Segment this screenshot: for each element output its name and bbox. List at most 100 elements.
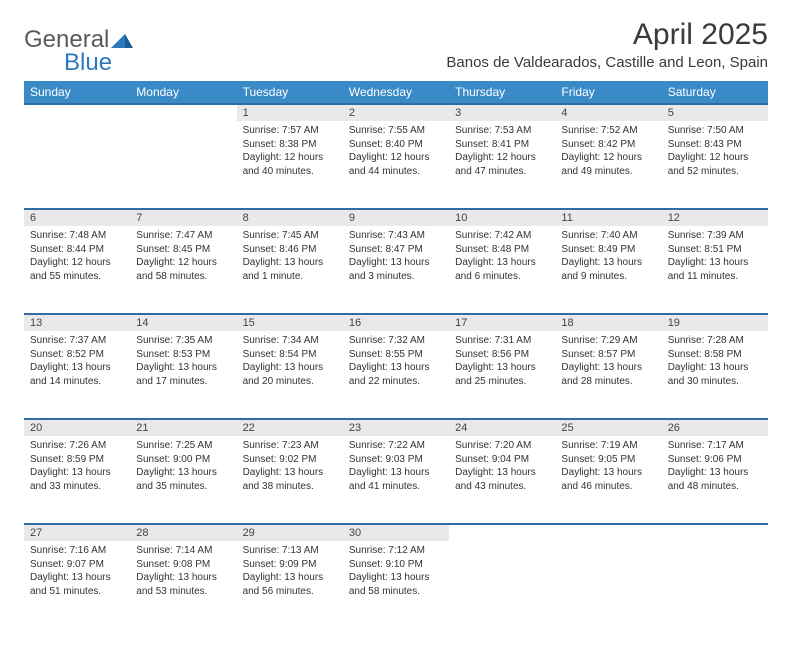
daylight-line: Daylight: 13 hours and 43 minutes. bbox=[455, 466, 549, 493]
sunrise-line: Sunrise: 7:20 AM bbox=[455, 439, 549, 453]
week-daynum-row: 12345 bbox=[24, 104, 768, 121]
sunrise-line: Sunrise: 7:47 AM bbox=[136, 229, 230, 243]
sunset-line: Sunset: 8:57 PM bbox=[561, 348, 655, 362]
day-cell: Sunrise: 7:40 AMSunset: 8:49 PMDaylight:… bbox=[555, 226, 661, 314]
day-number: 3 bbox=[449, 104, 555, 121]
week-content-row: Sunrise: 7:16 AMSunset: 9:07 PMDaylight:… bbox=[24, 541, 768, 629]
title-block: April 2025 Banos de Valdearados, Castill… bbox=[24, 18, 768, 71]
day-cell: Sunrise: 7:31 AMSunset: 8:56 PMDaylight:… bbox=[449, 331, 555, 419]
day-number: 19 bbox=[662, 314, 768, 331]
daylight-line: Daylight: 13 hours and 41 minutes. bbox=[349, 466, 443, 493]
weekday-header: Monday bbox=[130, 81, 236, 104]
day-cell: Sunrise: 7:43 AMSunset: 8:47 PMDaylight:… bbox=[343, 226, 449, 314]
day-number: 17 bbox=[449, 314, 555, 331]
day-cell: Sunrise: 7:26 AMSunset: 8:59 PMDaylight:… bbox=[24, 436, 130, 524]
sunrise-line: Sunrise: 7:25 AM bbox=[136, 439, 230, 453]
empty-cell-head bbox=[555, 524, 661, 541]
sunrise-line: Sunrise: 7:13 AM bbox=[243, 544, 337, 558]
week-daynum-row: 27282930 bbox=[24, 524, 768, 541]
empty-cell-head bbox=[449, 524, 555, 541]
day-number: 18 bbox=[555, 314, 661, 331]
calendar-body: 12345Sunrise: 7:57 AMSunset: 8:38 PMDayl… bbox=[24, 104, 768, 629]
logo-icon bbox=[111, 27, 133, 55]
sunrise-line: Sunrise: 7:14 AM bbox=[136, 544, 230, 558]
empty-cell-head bbox=[24, 104, 130, 121]
sunrise-line: Sunrise: 7:12 AM bbox=[349, 544, 443, 558]
sunrise-line: Sunrise: 7:29 AM bbox=[561, 334, 655, 348]
sunrise-line: Sunrise: 7:34 AM bbox=[243, 334, 337, 348]
sunset-line: Sunset: 8:42 PM bbox=[561, 138, 655, 152]
day-number: 23 bbox=[343, 419, 449, 436]
day-number: 10 bbox=[449, 209, 555, 226]
daylight-line: Daylight: 12 hours and 52 minutes. bbox=[668, 151, 762, 178]
day-number: 11 bbox=[555, 209, 661, 226]
location-subtitle: Banos de Valdearados, Castille and Leon,… bbox=[24, 54, 768, 71]
sunrise-line: Sunrise: 7:35 AM bbox=[136, 334, 230, 348]
sunset-line: Sunset: 8:55 PM bbox=[349, 348, 443, 362]
week-daynum-row: 20212223242526 bbox=[24, 419, 768, 436]
day-cell: Sunrise: 7:19 AMSunset: 9:05 PMDaylight:… bbox=[555, 436, 661, 524]
sunrise-line: Sunrise: 7:22 AM bbox=[349, 439, 443, 453]
day-number: 24 bbox=[449, 419, 555, 436]
sunrise-line: Sunrise: 7:40 AM bbox=[561, 229, 655, 243]
sunset-line: Sunset: 8:38 PM bbox=[243, 138, 337, 152]
daylight-line: Daylight: 12 hours and 44 minutes. bbox=[349, 151, 443, 178]
week-content-row: Sunrise: 7:48 AMSunset: 8:44 PMDaylight:… bbox=[24, 226, 768, 314]
day-number: 4 bbox=[555, 104, 661, 121]
day-number: 9 bbox=[343, 209, 449, 226]
day-number: 16 bbox=[343, 314, 449, 331]
sunset-line: Sunset: 9:10 PM bbox=[349, 558, 443, 572]
weekday-header: Friday bbox=[555, 81, 661, 104]
daylight-line: Daylight: 13 hours and 22 minutes. bbox=[349, 361, 443, 388]
day-number: 12 bbox=[662, 209, 768, 226]
daylight-line: Daylight: 13 hours and 6 minutes. bbox=[455, 256, 549, 283]
daylight-line: Daylight: 13 hours and 25 minutes. bbox=[455, 361, 549, 388]
sunrise-line: Sunrise: 7:48 AM bbox=[30, 229, 124, 243]
daylight-line: Daylight: 12 hours and 40 minutes. bbox=[243, 151, 337, 178]
sunrise-line: Sunrise: 7:50 AM bbox=[668, 124, 762, 138]
weekday-header: Wednesday bbox=[343, 81, 449, 104]
empty-cell-head bbox=[130, 104, 236, 121]
sunrise-line: Sunrise: 7:57 AM bbox=[243, 124, 337, 138]
daylight-line: Daylight: 13 hours and 20 minutes. bbox=[243, 361, 337, 388]
day-number: 2 bbox=[343, 104, 449, 121]
sunset-line: Sunset: 9:05 PM bbox=[561, 453, 655, 467]
weekday-header: Saturday bbox=[662, 81, 768, 104]
day-cell: Sunrise: 7:25 AMSunset: 9:00 PMDaylight:… bbox=[130, 436, 236, 524]
day-cell: Sunrise: 7:53 AMSunset: 8:41 PMDaylight:… bbox=[449, 121, 555, 209]
header: General Blue April 2025 Banos de Valdear… bbox=[24, 18, 768, 71]
sunrise-line: Sunrise: 7:43 AM bbox=[349, 229, 443, 243]
sunrise-line: Sunrise: 7:45 AM bbox=[243, 229, 337, 243]
weekday-header: Thursday bbox=[449, 81, 555, 104]
sunset-line: Sunset: 9:08 PM bbox=[136, 558, 230, 572]
sunset-line: Sunset: 8:54 PM bbox=[243, 348, 337, 362]
calendar-header-row: SundayMondayTuesdayWednesdayThursdayFrid… bbox=[24, 81, 768, 104]
day-number: 14 bbox=[130, 314, 236, 331]
sunrise-line: Sunrise: 7:23 AM bbox=[243, 439, 337, 453]
sunrise-line: Sunrise: 7:26 AM bbox=[30, 439, 124, 453]
daylight-line: Daylight: 13 hours and 3 minutes. bbox=[349, 256, 443, 283]
day-cell: Sunrise: 7:50 AMSunset: 8:43 PMDaylight:… bbox=[662, 121, 768, 209]
day-cell: Sunrise: 7:57 AMSunset: 8:38 PMDaylight:… bbox=[237, 121, 343, 209]
day-number: 6 bbox=[24, 209, 130, 226]
sunrise-line: Sunrise: 7:55 AM bbox=[349, 124, 443, 138]
sunset-line: Sunset: 8:59 PM bbox=[30, 453, 124, 467]
sunset-line: Sunset: 8:58 PM bbox=[668, 348, 762, 362]
day-cell: Sunrise: 7:42 AMSunset: 8:48 PMDaylight:… bbox=[449, 226, 555, 314]
day-cell: Sunrise: 7:37 AMSunset: 8:52 PMDaylight:… bbox=[24, 331, 130, 419]
daylight-line: Daylight: 13 hours and 53 minutes. bbox=[136, 571, 230, 598]
day-number: 30 bbox=[343, 524, 449, 541]
day-cell: Sunrise: 7:28 AMSunset: 8:58 PMDaylight:… bbox=[662, 331, 768, 419]
day-number: 20 bbox=[24, 419, 130, 436]
sunset-line: Sunset: 8:40 PM bbox=[349, 138, 443, 152]
day-cell: Sunrise: 7:52 AMSunset: 8:42 PMDaylight:… bbox=[555, 121, 661, 209]
day-number: 27 bbox=[24, 524, 130, 541]
calendar-page: General Blue April 2025 Banos de Valdear… bbox=[0, 0, 792, 647]
sunrise-line: Sunrise: 7:42 AM bbox=[455, 229, 549, 243]
day-cell: Sunrise: 7:47 AMSunset: 8:45 PMDaylight:… bbox=[130, 226, 236, 314]
sunset-line: Sunset: 9:09 PM bbox=[243, 558, 337, 572]
daylight-line: Daylight: 12 hours and 49 minutes. bbox=[561, 151, 655, 178]
daylight-line: Daylight: 13 hours and 48 minutes. bbox=[668, 466, 762, 493]
sunrise-line: Sunrise: 7:52 AM bbox=[561, 124, 655, 138]
day-number: 25 bbox=[555, 419, 661, 436]
